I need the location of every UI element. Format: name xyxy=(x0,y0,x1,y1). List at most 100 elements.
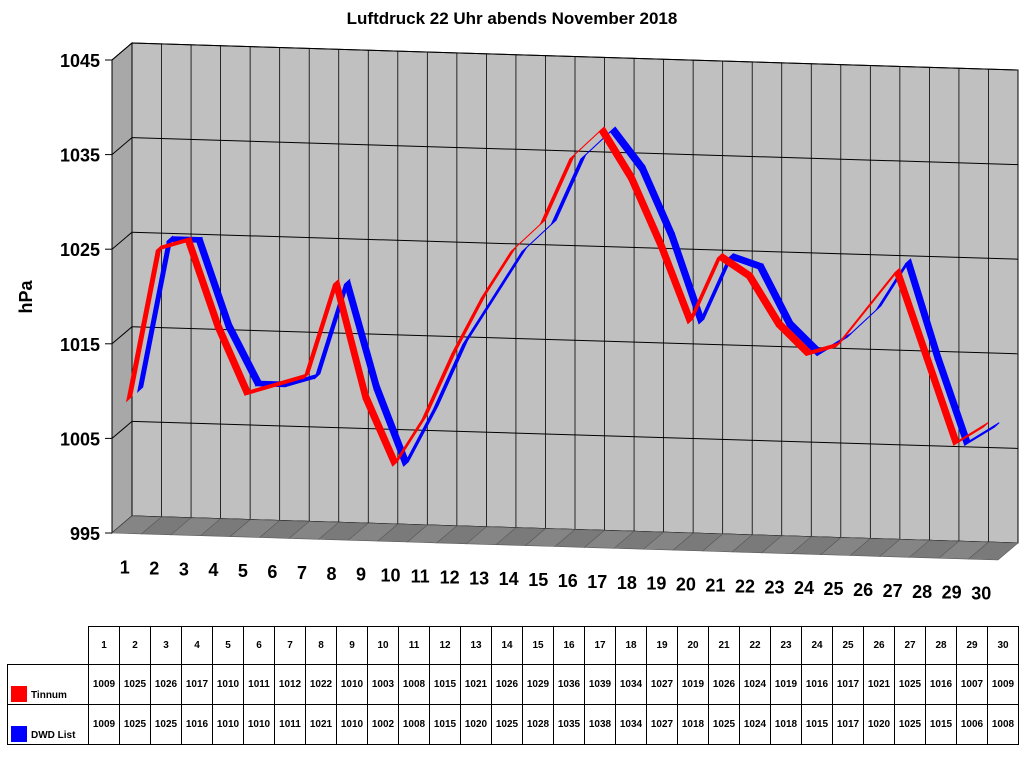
table-cell: 1002 xyxy=(367,704,399,745)
table-cell: 1020 xyxy=(460,704,492,745)
table-header-cell: 27 xyxy=(894,626,926,665)
table-cell: 1025 xyxy=(119,704,151,745)
x-tick-label: 27 xyxy=(883,581,903,601)
table-cell: 1026 xyxy=(491,664,523,705)
side-gridline xyxy=(111,42,133,61)
side-gridline xyxy=(111,326,133,345)
y-tick-label: 1015 xyxy=(60,335,100,355)
table-cell: 1029 xyxy=(522,664,554,705)
x-tick-label: 1 xyxy=(120,557,130,577)
table-cell: 1009 xyxy=(88,704,120,745)
chart-series-ribbons xyxy=(125,126,1000,467)
table-header-cell: 5 xyxy=(212,626,244,665)
table-header-cell: 4 xyxy=(181,626,213,665)
y-tick-label: 1025 xyxy=(60,240,100,260)
x-tick-label: 7 xyxy=(297,563,307,583)
table-header-cell: 6 xyxy=(243,626,275,665)
table-cell: 1008 xyxy=(398,664,430,705)
table-cell: 1016 xyxy=(925,664,957,705)
table-series-label: DWD List xyxy=(7,704,89,745)
y-tick-label: 1005 xyxy=(60,429,100,449)
table-header-cell: 18 xyxy=(615,626,647,665)
table-cell: 1021 xyxy=(460,664,492,705)
chart-title: Luftdruck 22 Uhr abends November 2018 xyxy=(346,9,678,28)
table-row-tinnum: Tinnum 1009 1025 1026 1017 1010 1011 1012 1022 10… xyxy=(7,664,1019,705)
legend-swatch xyxy=(11,686,27,702)
x-tick-label: 28 xyxy=(912,582,932,602)
table-header-cell: 13 xyxy=(460,626,492,665)
table-header-row: 1 2 3 4 5 6 7 8 9 10 11 12 13 14 15 16 17 18 19 20 21 22 23 24 2… xyxy=(7,626,1019,665)
table-header-cell: 26 xyxy=(863,626,895,665)
x-tick-label: 9 xyxy=(356,565,366,585)
table-cell: 1010 xyxy=(336,664,368,705)
x-tick-label: 24 xyxy=(794,578,814,598)
table-header-cell: 3 xyxy=(150,626,182,665)
table-header-cell: 22 xyxy=(739,626,771,665)
chart-gridlines xyxy=(105,42,1019,544)
series-segment xyxy=(964,422,1000,446)
x-tick-label: 3 xyxy=(179,559,189,579)
x-tick-label: 13 xyxy=(469,568,489,588)
table-header-cell: 30 xyxy=(987,626,1019,665)
table-header-cell: 21 xyxy=(708,626,740,665)
horizontal-gridline xyxy=(131,326,1019,355)
x-tick-label: 26 xyxy=(853,580,873,600)
x-tick-label: 14 xyxy=(499,569,519,589)
side-gridline xyxy=(111,137,133,155)
series-dwd-list xyxy=(136,126,1000,467)
y-tick-label: 1035 xyxy=(60,146,100,166)
table-cell: 1026 xyxy=(708,664,740,705)
table-cell: 1025 xyxy=(894,664,926,705)
series-segment xyxy=(953,422,989,446)
table-header-cell: 29 xyxy=(956,626,988,665)
table-cell: 1034 xyxy=(615,704,647,745)
table-cell: 1018 xyxy=(770,704,802,745)
legend-label: Tinnum xyxy=(31,690,67,701)
x-tick-label: 21 xyxy=(705,575,725,595)
x-tick-label: 2 xyxy=(149,558,159,578)
horizontal-gridline xyxy=(131,42,1019,71)
x-axis-tick-labels: 1 2 3 4 5 6 7 8 9 10 11 12 13 14 15 16 17 18 19 20 21 22 23 24 2… xyxy=(120,557,991,603)
table-header-cell: 10 xyxy=(367,626,399,665)
table-cell: 1017 xyxy=(832,704,864,745)
table-header-cell: 24 xyxy=(801,626,833,665)
table-cell: 1007 xyxy=(956,664,988,705)
table-cell: 1018 xyxy=(677,704,709,745)
table-cell: 1015 xyxy=(429,664,461,705)
x-tick-label: 11 xyxy=(411,566,430,586)
table-corner xyxy=(7,626,89,665)
table-cell: 1017 xyxy=(832,664,864,705)
chart-floor xyxy=(111,515,1019,561)
x-tick-label: 30 xyxy=(971,584,991,604)
table-header-cell: 1 xyxy=(88,626,120,665)
table-cell: 1017 xyxy=(181,664,213,705)
table-cell: 1009 xyxy=(88,664,120,705)
table-cell: 1022 xyxy=(305,664,337,705)
table-cell: 1008 xyxy=(398,704,430,745)
table-cell: 1012 xyxy=(274,664,306,705)
x-tick-label: 6 xyxy=(267,562,277,582)
y-tick-label: 995 xyxy=(70,524,100,544)
x-tick-label: 18 xyxy=(617,573,637,593)
table-cell: 1015 xyxy=(925,704,957,745)
table-cell: 1015 xyxy=(429,704,461,745)
table-cell: 1038 xyxy=(584,704,616,745)
table-header-cell: 2 xyxy=(119,626,151,665)
x-tick-label: 4 xyxy=(208,560,218,580)
table-cell: 1016 xyxy=(801,664,833,705)
legend-swatch xyxy=(11,726,27,742)
table-cell: 1025 xyxy=(708,704,740,745)
x-tick-label: 15 xyxy=(528,570,548,590)
x-tick-label: 8 xyxy=(326,564,336,584)
x-tick-label: 16 xyxy=(558,571,578,591)
horizontal-gridline xyxy=(131,231,1019,260)
x-tick-label: 20 xyxy=(676,575,696,595)
table-cell: 1008 xyxy=(987,704,1019,745)
table-header-cell: 9 xyxy=(336,626,368,665)
table-cell: 1019 xyxy=(770,664,802,705)
table-cell: 1024 xyxy=(739,664,771,705)
table-header-cell: 25 xyxy=(832,626,864,665)
table-cell: 1027 xyxy=(646,664,678,705)
table-cell: 1034 xyxy=(615,664,647,705)
